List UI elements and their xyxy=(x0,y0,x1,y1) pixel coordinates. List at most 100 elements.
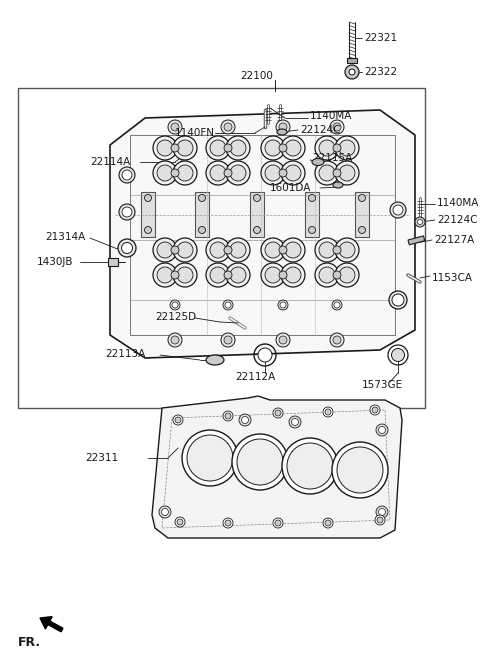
Circle shape xyxy=(281,238,305,262)
Text: 1140FN: 1140FN xyxy=(175,128,215,138)
Circle shape xyxy=(359,226,365,233)
Circle shape xyxy=(210,165,226,181)
Text: FR.: FR. xyxy=(18,636,41,650)
Bar xyxy=(250,192,264,237)
Circle shape xyxy=(319,140,335,156)
Circle shape xyxy=(221,120,235,134)
Circle shape xyxy=(377,517,383,523)
Circle shape xyxy=(171,144,179,152)
Circle shape xyxy=(330,120,344,134)
Text: 1601DA: 1601DA xyxy=(270,183,312,193)
Circle shape xyxy=(315,263,339,287)
Circle shape xyxy=(279,336,287,344)
Text: 22125D: 22125D xyxy=(155,312,196,322)
Circle shape xyxy=(230,165,246,181)
Text: 21314A: 21314A xyxy=(45,232,85,242)
Circle shape xyxy=(226,136,250,160)
Circle shape xyxy=(273,408,283,418)
Circle shape xyxy=(279,144,287,152)
Text: 22124C: 22124C xyxy=(437,215,478,225)
Circle shape xyxy=(276,120,290,134)
Circle shape xyxy=(171,123,179,131)
Text: 22115A: 22115A xyxy=(312,153,352,163)
Ellipse shape xyxy=(333,182,343,188)
Circle shape xyxy=(418,220,422,224)
Circle shape xyxy=(239,414,251,426)
Circle shape xyxy=(223,300,233,310)
Circle shape xyxy=(333,144,341,152)
Bar xyxy=(195,192,209,237)
Circle shape xyxy=(225,302,231,308)
Circle shape xyxy=(261,263,285,287)
Circle shape xyxy=(282,438,338,494)
Circle shape xyxy=(210,242,226,258)
Circle shape xyxy=(224,144,232,152)
Circle shape xyxy=(258,348,272,362)
Circle shape xyxy=(335,136,359,160)
Circle shape xyxy=(335,161,359,185)
Bar xyxy=(108,258,118,266)
Text: 22124C: 22124C xyxy=(300,125,340,135)
Circle shape xyxy=(392,349,405,362)
Circle shape xyxy=(237,439,283,485)
Circle shape xyxy=(265,165,281,181)
Circle shape xyxy=(171,336,179,344)
Circle shape xyxy=(175,417,181,423)
Circle shape xyxy=(159,506,171,518)
Circle shape xyxy=(279,123,287,131)
Circle shape xyxy=(153,263,177,287)
Circle shape xyxy=(379,427,385,433)
Circle shape xyxy=(153,238,177,262)
Text: 1140MA: 1140MA xyxy=(310,111,352,121)
Circle shape xyxy=(253,194,261,202)
Circle shape xyxy=(261,161,285,185)
Ellipse shape xyxy=(277,129,287,135)
Circle shape xyxy=(206,238,230,262)
Circle shape xyxy=(285,267,301,283)
Circle shape xyxy=(332,442,388,498)
Circle shape xyxy=(119,167,135,183)
Ellipse shape xyxy=(206,355,224,365)
Circle shape xyxy=(285,140,301,156)
Circle shape xyxy=(182,430,238,486)
Circle shape xyxy=(173,263,197,287)
Circle shape xyxy=(119,204,135,220)
Polygon shape xyxy=(110,110,415,358)
Circle shape xyxy=(333,336,341,344)
Circle shape xyxy=(121,243,132,253)
Circle shape xyxy=(287,443,333,489)
Text: 22311: 22311 xyxy=(85,453,118,463)
Circle shape xyxy=(153,161,177,185)
Circle shape xyxy=(289,416,301,428)
Text: 22112A: 22112A xyxy=(235,372,275,382)
Circle shape xyxy=(339,242,355,258)
Bar xyxy=(347,58,357,63)
Circle shape xyxy=(170,300,180,310)
Circle shape xyxy=(333,169,341,177)
Circle shape xyxy=(379,509,385,515)
Circle shape xyxy=(224,271,232,279)
Circle shape xyxy=(187,435,233,481)
Circle shape xyxy=(157,242,173,258)
Circle shape xyxy=(359,194,365,202)
Circle shape xyxy=(339,267,355,283)
Circle shape xyxy=(118,239,136,257)
Circle shape xyxy=(157,140,173,156)
Circle shape xyxy=(275,520,281,526)
Circle shape xyxy=(330,333,344,347)
Circle shape xyxy=(241,417,249,423)
Circle shape xyxy=(333,123,341,131)
Circle shape xyxy=(393,205,403,215)
Circle shape xyxy=(223,411,233,421)
Circle shape xyxy=(161,509,168,515)
Circle shape xyxy=(333,246,341,254)
Circle shape xyxy=(337,447,383,493)
Circle shape xyxy=(177,267,193,283)
Circle shape xyxy=(285,165,301,181)
Circle shape xyxy=(390,202,406,218)
Circle shape xyxy=(230,242,246,258)
Circle shape xyxy=(144,194,152,202)
Text: 1153CA: 1153CA xyxy=(432,273,473,283)
Bar xyxy=(141,192,155,237)
Circle shape xyxy=(335,263,359,287)
